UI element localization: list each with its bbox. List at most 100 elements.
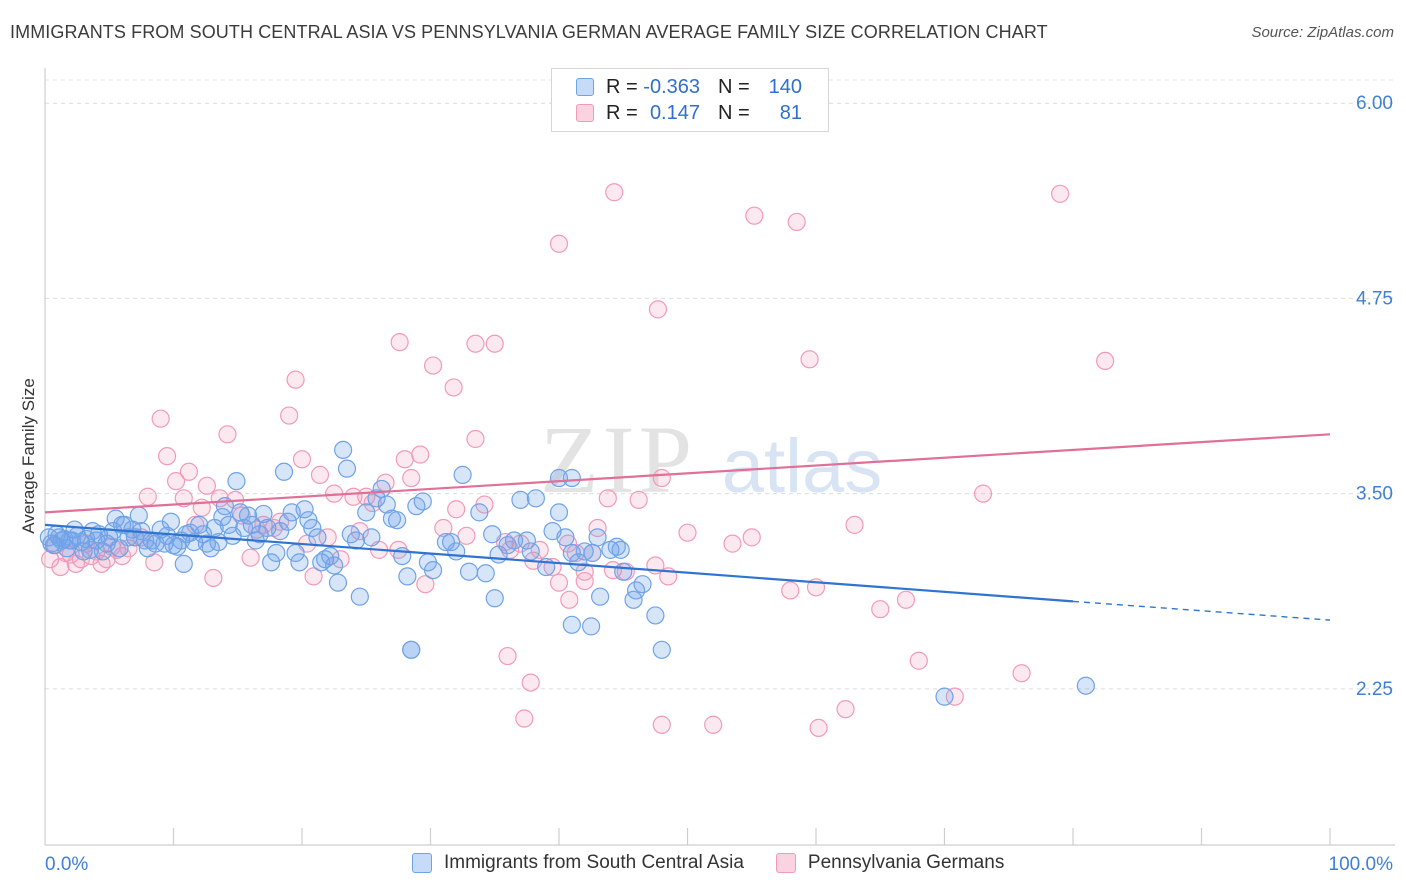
point-pennsylvania-germans (723, 534, 742, 553)
point-south-central-asia (549, 503, 569, 522)
series-name-pink: Pennsylvania Germans (807, 852, 1005, 873)
legend-n-value-pink: 81 (779, 101, 802, 124)
source-label: Source: ZipAtlas.com (1251, 24, 1394, 41)
point-pennsylvania-germans (218, 425, 237, 444)
point-south-central-asia (485, 589, 504, 608)
y-tick-label: 3.50 (1356, 484, 1393, 505)
point-pennsylvania-germans (166, 472, 186, 491)
point-pennsylvania-germans (575, 562, 594, 581)
point-pennsylvania-germans (444, 378, 463, 397)
point-south-central-asia (174, 554, 193, 574)
point-south-central-asia (521, 542, 540, 561)
trend-line-blue (44, 523, 1074, 603)
point-pennsylvania-germans (973, 484, 993, 503)
point-south-central-asia (611, 540, 630, 559)
point-south-central-asia (614, 562, 633, 581)
point-pennsylvania-germans (395, 450, 414, 469)
point-pennsylvania-germans (447, 500, 466, 519)
point-pennsylvania-germans (549, 573, 569, 592)
point-pennsylvania-germans (310, 465, 330, 484)
point-south-central-asia (290, 553, 309, 572)
point-south-central-asia (267, 543, 286, 563)
series-swatch-blue (412, 853, 432, 873)
point-pennsylvania-germans (197, 476, 217, 495)
tick-labels: 2.25 3.50 4.75 6.00 0.0% 100.0% (45, 93, 1393, 875)
trend-lines (44, 433, 1331, 621)
point-south-central-asia (459, 562, 479, 581)
point-south-central-asia (262, 553, 281, 572)
point-south-central-asia (504, 531, 524, 550)
point-south-central-asia (1076, 676, 1095, 695)
points-south-central-asia (39, 440, 1095, 706)
point-south-central-asia (274, 462, 294, 481)
point-south-central-asia (591, 587, 610, 606)
point-pennsylvania-germans (945, 687, 964, 706)
point-south-central-asia (453, 465, 472, 484)
point-south-central-asia (483, 525, 502, 544)
point-pennsylvania-germans (598, 489, 617, 508)
legend-n-label: N = (718, 75, 750, 98)
point-pennsylvania-germans (530, 540, 549, 559)
point-pennsylvania-germans (652, 715, 671, 734)
point-pennsylvania-germans (678, 523, 697, 542)
point-pennsylvania-germans (1012, 664, 1031, 683)
point-pennsylvania-germans (1051, 184, 1070, 203)
point-south-central-asia (588, 528, 607, 547)
series-legend-item-pink: Pennsylvania Germans (775, 852, 1005, 874)
point-south-central-asia (387, 511, 407, 530)
series-legend: Immigrants from South Central Asia Penns… (412, 852, 1036, 874)
point-south-central-asia (423, 561, 443, 580)
point-south-central-asia (470, 503, 489, 522)
point-south-central-asia (303, 518, 322, 538)
point-pennsylvania-germans (179, 462, 199, 481)
point-pennsylvania-germans (402, 468, 421, 488)
point-pennsylvania-germans (871, 600, 890, 619)
point-south-central-asia (271, 522, 290, 541)
legend-r-label: R = (606, 75, 638, 98)
y-tick-label: 6.00 (1356, 93, 1393, 114)
legend-r-value-blue: -0.363 (643, 75, 700, 98)
point-south-central-asia (517, 531, 536, 550)
point-pennsylvania-germans (704, 715, 723, 734)
point-south-central-asia (562, 468, 581, 488)
point-pennsylvania-germans (466, 334, 485, 353)
point-pennsylvania-germans (304, 567, 323, 586)
trend-line-blue-extrapolated (1072, 600, 1331, 621)
x-tick-label-min: 0.0% (45, 854, 88, 875)
point-south-central-asia (377, 495, 396, 514)
point-pennsylvania-germans (411, 445, 430, 464)
point-south-central-asia (367, 489, 386, 508)
point-south-central-asia (646, 606, 665, 625)
watermark: ZIP atlas (540, 406, 882, 513)
point-south-central-asia (278, 512, 297, 531)
point-pennsylvania-germans (560, 590, 579, 609)
point-south-central-asia (935, 687, 954, 706)
series-legend-item-blue: Immigrants from South Central Asia (412, 852, 744, 874)
point-pennsylvania-germans (423, 356, 443, 375)
axes (44, 68, 1395, 846)
point-south-central-asia (569, 553, 588, 572)
point-south-central-asia (295, 500, 314, 519)
point-pennsylvania-germans (174, 489, 193, 508)
point-south-central-asia (161, 512, 181, 531)
point-south-central-asia (129, 506, 148, 525)
gridlines (45, 79, 1395, 690)
point-pennsylvania-germans (742, 528, 761, 547)
watermark-zip: ZIP (540, 406, 696, 513)
point-south-central-asia (362, 528, 381, 547)
point-pennsylvania-germans (845, 515, 864, 534)
point-pennsylvania-germans (457, 526, 476, 545)
point-south-central-asia (633, 575, 652, 594)
legend-swatch-pink (576, 104, 594, 122)
point-pennsylvania-germans (390, 333, 409, 352)
point-pennsylvania-germans (280, 406, 299, 425)
point-south-central-asia (447, 542, 466, 561)
point-pennsylvania-germans (800, 350, 819, 369)
point-south-central-asia (556, 528, 575, 547)
point-south-central-asia (337, 459, 357, 478)
point-pennsylvania-germans (241, 548, 260, 567)
point-pennsylvania-germans (605, 183, 624, 202)
point-pennsylvania-germans (51, 557, 70, 577)
point-south-central-asia (398, 567, 417, 586)
point-pennsylvania-germans (629, 490, 648, 509)
